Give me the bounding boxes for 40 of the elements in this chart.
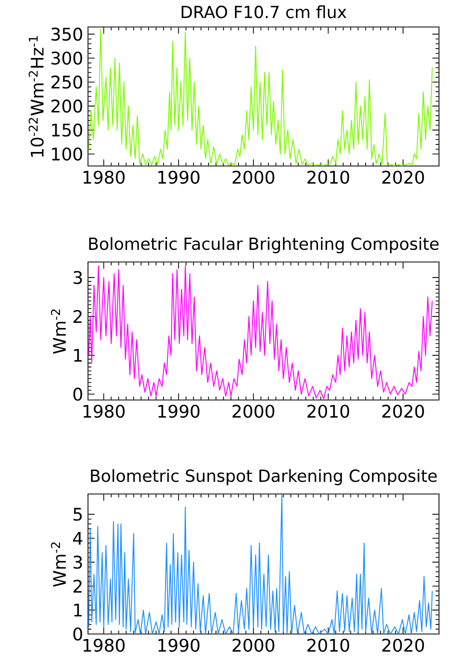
x-tick-label: 2020 xyxy=(382,638,424,652)
x-tick-label: 1980 xyxy=(84,638,125,652)
x-tick-label: 1990 xyxy=(158,638,200,652)
y-tick-label: 0 xyxy=(73,388,82,401)
y-tick-label: 1 xyxy=(74,348,82,362)
y-tick-label: 0 xyxy=(73,627,82,641)
y-axis-title: Wm$^{-2}$ xyxy=(50,542,66,587)
line-series xyxy=(88,494,433,634)
x-tick-label: 2010 xyxy=(307,170,350,184)
line-series xyxy=(88,265,433,400)
x-tick-label: 2010 xyxy=(307,638,350,652)
y-tick-label: 1 xyxy=(74,604,82,616)
chart-title: DRAO F10.7 cm flux xyxy=(182,5,346,18)
y-axis-title: Wm$^{-2}$ xyxy=(50,309,66,354)
y-tick-label: 2 xyxy=(74,580,82,593)
line-series xyxy=(88,28,433,166)
x-tick-label: 2020 xyxy=(382,404,424,418)
x-tick-label: 1990 xyxy=(158,170,200,184)
y-tick-label: 300 xyxy=(52,52,82,65)
y-tick-label: 4 xyxy=(73,532,82,545)
y-tick-label: 3 xyxy=(74,270,82,284)
x-tick-label: 1990 xyxy=(158,404,200,418)
y-tick-label: 100 xyxy=(52,147,82,161)
y-tick-label: 2 xyxy=(74,310,82,323)
x-tick-label: 2000 xyxy=(232,170,274,184)
x-tick-label: 2000 xyxy=(232,404,274,418)
y-tick-label: 350 xyxy=(52,28,82,41)
y-tick-label: 250 xyxy=(51,76,82,89)
y-tick-label: 5 xyxy=(74,508,82,521)
x-tick-label: 1980 xyxy=(84,404,125,418)
y-tick-label: 200 xyxy=(51,100,82,113)
y-tick-label: 3 xyxy=(74,556,82,569)
x-tick-label: 2020 xyxy=(382,170,424,184)
x-tick-label: 2010 xyxy=(307,404,350,418)
x-tick-label: 1980 xyxy=(84,170,125,184)
y-axis-title: 10$^{-22}$Wm$^{-2}$Hz$^{-1}$ xyxy=(28,36,44,157)
y-tick-label: 150 xyxy=(52,123,82,137)
chart-title: Bolometric Sunspot Darkening Composite xyxy=(91,469,437,486)
chart-title: Bolometric Facular Brightening Composite xyxy=(89,237,439,254)
x-tick-label: 2000 xyxy=(232,638,274,652)
